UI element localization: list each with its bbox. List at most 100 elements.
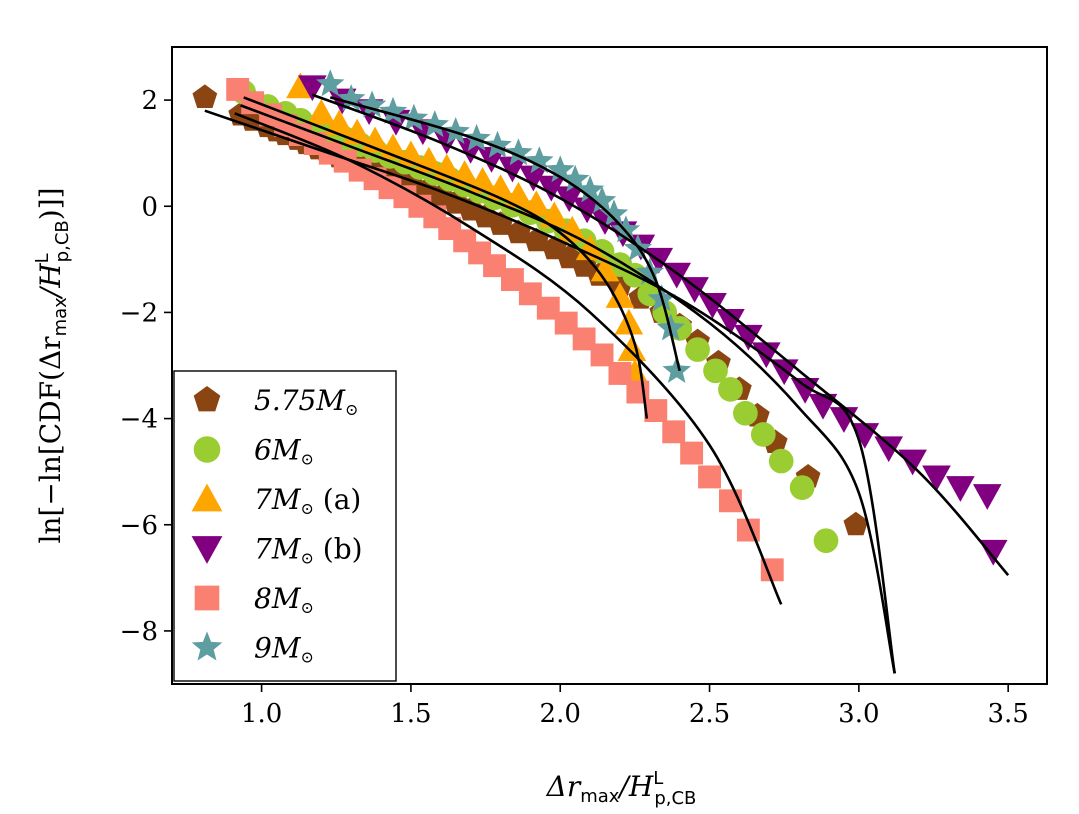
data-point (554, 311, 578, 335)
data-point (519, 165, 548, 192)
legend-label: 8M⊙ (254, 582, 314, 617)
fit-curve (311, 93, 1010, 577)
data-point (525, 146, 554, 174)
data-point (733, 400, 758, 426)
data-point (504, 138, 533, 166)
data-point (605, 282, 635, 308)
data-point (316, 69, 345, 97)
data-point (608, 362, 632, 385)
axis-labels: Δrmax/HL p,CB ln[−ln[CDF(Δrmax/HLp,CB)]] (32, 187, 696, 809)
data-point (685, 337, 710, 362)
data-point (462, 123, 491, 151)
data-point (572, 327, 596, 351)
x-tick-label: 1.5 (390, 699, 431, 729)
data-point (813, 528, 839, 554)
data-point (483, 254, 506, 278)
data-point (590, 255, 620, 282)
legend-label: 7M⊙ (b) (254, 533, 363, 568)
data-point (399, 103, 429, 131)
data-point (599, 199, 629, 227)
axes: 1.0 1.5 2.0 2.5 3.0 3.5 2 0 −2 −4 −6 −8 (120, 46, 1048, 729)
data-point (946, 476, 975, 502)
data-point (972, 484, 1002, 510)
data-point (680, 277, 709, 303)
data-point (703, 358, 728, 384)
legend-marker (191, 631, 223, 661)
data-point (441, 116, 470, 145)
data-point (522, 190, 551, 217)
data-point (554, 186, 584, 213)
plot-frame (171, 46, 1048, 685)
data-point (307, 99, 336, 125)
data-point (590, 343, 614, 367)
data-point (614, 308, 644, 335)
legend-marker (193, 436, 221, 463)
data-point (560, 164, 590, 192)
series-3 (298, 75, 1008, 566)
y-tick-label: 2 (141, 86, 158, 116)
data-point (498, 156, 527, 183)
y-tick-label: 0 (141, 192, 158, 222)
x-tick-label: 2.0 (540, 699, 581, 729)
data-point (501, 268, 524, 291)
series-4 (226, 78, 784, 582)
data-point (698, 465, 721, 489)
data-point (843, 511, 869, 536)
data-point (420, 110, 450, 138)
data-point (483, 130, 512, 158)
legend-label: 9M⊙ (254, 632, 314, 667)
data-point (750, 422, 776, 447)
legend-label: 6M⊙ (254, 434, 314, 469)
data-point (922, 465, 951, 492)
data-point (477, 147, 506, 173)
data-point (617, 335, 647, 362)
data-point (716, 308, 745, 335)
data-point (734, 324, 763, 351)
data-point (378, 96, 408, 124)
data-point (718, 377, 743, 402)
fit-curve (243, 96, 649, 419)
legend-box (173, 370, 397, 682)
legend-marker (191, 483, 223, 512)
fit-curve (234, 112, 783, 605)
data-point (662, 355, 691, 383)
data-point (536, 175, 566, 202)
data-point (790, 377, 820, 404)
data-point (656, 313, 685, 341)
data-point (768, 448, 794, 474)
y-tick-label: −2 (120, 298, 158, 328)
data-point (789, 475, 815, 500)
y-tick-label: −8 (120, 617, 158, 647)
legend-marker (191, 536, 223, 564)
y-tick-label: −4 (120, 405, 158, 435)
fit-curve (240, 104, 896, 674)
fit-curve (329, 96, 681, 372)
legend: 5.75M⊙ 6M⊙ 7M⊙ (a) 7M⊙ (b) 8M⊙ 9M⊙ (173, 370, 397, 682)
data-point (575, 175, 605, 203)
data-point (680, 441, 704, 465)
data-point (698, 293, 727, 319)
data-point (324, 109, 354, 136)
legend-marker (194, 585, 220, 611)
data-point (536, 296, 560, 320)
data-point (874, 436, 904, 463)
x-tick-label: 1.0 (241, 699, 282, 729)
legend-label: 5.75M⊙ (254, 384, 358, 419)
y-tick-label: −6 (120, 511, 158, 541)
data-point (504, 181, 533, 208)
data-point (539, 201, 569, 228)
data-point (572, 197, 602, 224)
data-point (336, 84, 366, 112)
data-point (518, 282, 542, 306)
data-point (192, 84, 218, 108)
data-point (635, 257, 665, 285)
x-tick-label: 3.5 (987, 699, 1028, 729)
data-point (587, 185, 617, 214)
data-point (546, 155, 575, 183)
data-point (898, 449, 927, 476)
data-point (357, 90, 387, 118)
y-axis-label: ln[−ln[CDF(Δrmax/HLp,CB)]] (32, 187, 73, 543)
legend-label: 7M⊙ (a) (254, 483, 361, 518)
x-tick-label: 2.5 (689, 699, 730, 729)
